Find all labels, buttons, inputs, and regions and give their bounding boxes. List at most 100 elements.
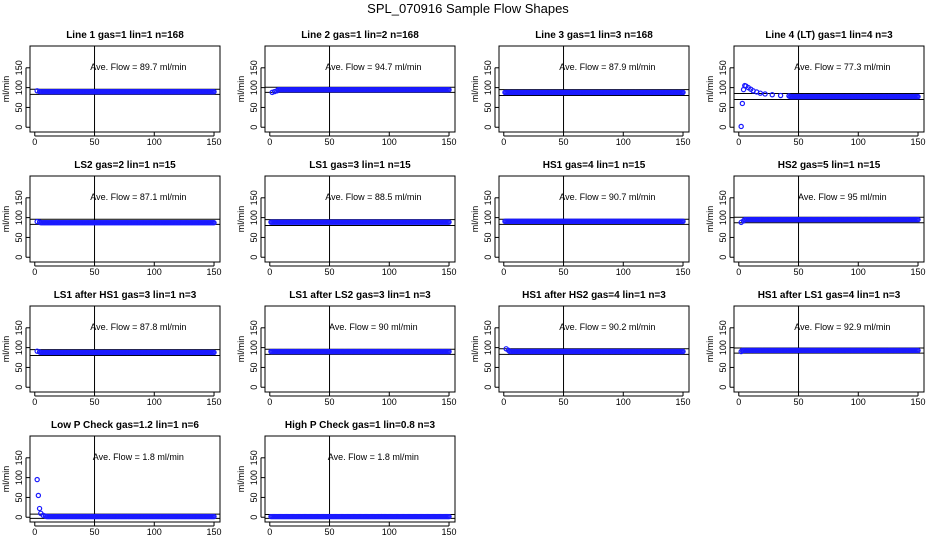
plot-frame: [264, 435, 456, 523]
x-tick-label: 150: [911, 267, 926, 277]
x-tick-label: 150: [676, 137, 691, 147]
x-tick-label: 0: [501, 397, 506, 407]
y-axis-label: ml/min: [470, 336, 480, 363]
y-tick-label: 150: [718, 190, 728, 205]
data-point: [35, 492, 42, 499]
panels: Line 1 gas=1 lin=1 n=168 0 50 100 150 0 50 100 1…: [1, 30, 926, 537]
average-flow-annotation: Ave. Flow = 87.1 ml/min: [90, 192, 186, 202]
average-flow-annotation: Ave. Flow = 90.2 ml/min: [559, 322, 655, 332]
y-tick-label: 100: [249, 340, 259, 355]
x-tick-label: 50: [90, 527, 100, 537]
data-point: [211, 349, 217, 356]
x-tick-label: 0: [32, 397, 37, 407]
y-tick-label: 150: [483, 60, 493, 75]
x-tick-label: 0: [267, 527, 272, 537]
panel-title: HS1 after HS2 gas=4 lin=1 n=3: [522, 290, 666, 301]
average-flow-annotation: Ave. Flow = 89.7 ml/min: [90, 62, 186, 72]
y-tick-label: 50: [14, 362, 24, 372]
y-axis-label: ml/min: [470, 206, 480, 233]
chart-panel: HS2 gas=5 lin=1 n=150 50 100 150050100150ml…: [705, 160, 926, 277]
y-axis-label: ml/min: [236, 206, 246, 233]
data-point: [211, 513, 217, 520]
x-tick-label: 150: [207, 527, 222, 537]
y-axis-label: ml/min: [236, 76, 246, 103]
x-tick-label: 150: [442, 137, 457, 147]
x-tick-label: 0: [501, 267, 506, 277]
x-tick-label: 100: [616, 397, 631, 407]
data-point: [769, 92, 775, 98]
y-tick-label: 0: [249, 125, 259, 130]
y-axis-label: ml/min: [470, 76, 480, 103]
x-tick-label: 0: [267, 137, 272, 147]
chart-panel: Low P Check gas=1.2 lin=1 n=6 0 50 100 150 0 5…: [1, 420, 222, 537]
y-tick-label: 50: [249, 102, 259, 112]
y-tick-label: 0: [483, 255, 493, 260]
data-point: [34, 476, 40, 483]
panel-title: Line 3 gas=1 lin=3 n=168: [535, 30, 653, 41]
x-tick-label: 100: [851, 267, 866, 277]
y-tick-label: 0: [14, 255, 24, 260]
x-tick-label: 100: [147, 137, 162, 147]
y-tick-label: 50: [14, 102, 24, 112]
panel-title: Low P Check gas=1.2 lin=1 n=6: [51, 420, 199, 431]
y-tick-label: 0: [14, 125, 24, 130]
panel-title: LS2 gas=2 lin=1 n=15: [74, 160, 176, 171]
data-point: [777, 92, 784, 99]
y-tick-label: 150: [718, 320, 728, 335]
y-tick-label: 100: [249, 210, 259, 225]
y-tick-label: 100: [718, 210, 728, 225]
x-tick-label: 50: [90, 397, 100, 407]
y-tick-label: 150: [249, 320, 259, 335]
chart-panel: HS1 after HS2 gas=4 lin=1 n=3 0 50 100 150 0 5…: [470, 290, 691, 407]
y-tick-label: 0: [483, 125, 493, 130]
average-flow-annotation: Ave. Flow = 94.7 ml/min: [325, 62, 421, 72]
plot-frame: [264, 45, 456, 133]
x-tick-label: 50: [559, 137, 569, 147]
data-point: [680, 89, 686, 96]
chart-panel: LS1 gas=3 lin=1 n=150 50 100 150050100150ml…: [236, 160, 457, 277]
data-point: [915, 347, 921, 354]
y-tick-label: 50: [483, 102, 493, 112]
y-tick-label: 0: [483, 385, 493, 390]
x-tick-label: 150: [207, 137, 222, 147]
x-tick-label: 100: [382, 397, 397, 407]
panel-title: LS1 after HS1 gas=3 lin=1 n=3: [54, 290, 197, 301]
chart-panel: Line 4 (LT) gas=1 lin=4 n=3 0 50 100 150 0 50 1…: [705, 30, 926, 147]
x-tick-label: 100: [382, 267, 397, 277]
y-tick-label: 50: [483, 362, 493, 372]
x-tick-label: 0: [736, 137, 741, 147]
y-tick-label: 50: [14, 232, 24, 242]
chart-panel: LS1 after HS1 gas=3 lin=1 n=3 0 50 100 150 0 5…: [1, 290, 222, 407]
x-tick-label: 100: [147, 267, 162, 277]
y-tick-label: 50: [14, 492, 24, 502]
data-point: [269, 89, 275, 96]
y-tick-label: 50: [249, 232, 259, 242]
average-flow-annotation: Ave. Flow = 77.3 ml/min: [794, 62, 890, 72]
y-tick-label: 150: [249, 60, 259, 75]
data-point: [446, 513, 452, 520]
y-tick-label: 0: [14, 385, 24, 390]
y-tick-label: 0: [14, 515, 24, 520]
data-point: [446, 87, 452, 93]
y-tick-label: 100: [14, 210, 24, 225]
data-point: [738, 123, 744, 130]
panel-title: Line 2 gas=1 lin=2 n=168: [301, 30, 419, 41]
x-tick-label: 50: [325, 527, 335, 537]
x-tick-label: 150: [442, 397, 457, 407]
x-tick-label: 150: [207, 397, 222, 407]
x-tick-label: 100: [382, 137, 397, 147]
y-axis-label: ml/min: [705, 336, 715, 363]
x-tick-label: 150: [911, 137, 926, 147]
panel-title: High P Check gas=1 lin=0.8 n=3: [285, 420, 436, 431]
x-tick-label: 150: [911, 397, 926, 407]
x-tick-label: 0: [501, 137, 506, 147]
x-tick-label: 0: [267, 267, 272, 277]
y-tick-label: 50: [249, 362, 259, 372]
data-point: [762, 91, 768, 97]
y-tick-label: 100: [483, 340, 493, 355]
x-tick-label: 0: [736, 397, 741, 407]
plot-frame: [498, 45, 690, 133]
y-tick-label: 150: [483, 320, 493, 335]
plot-frame: [733, 45, 925, 133]
